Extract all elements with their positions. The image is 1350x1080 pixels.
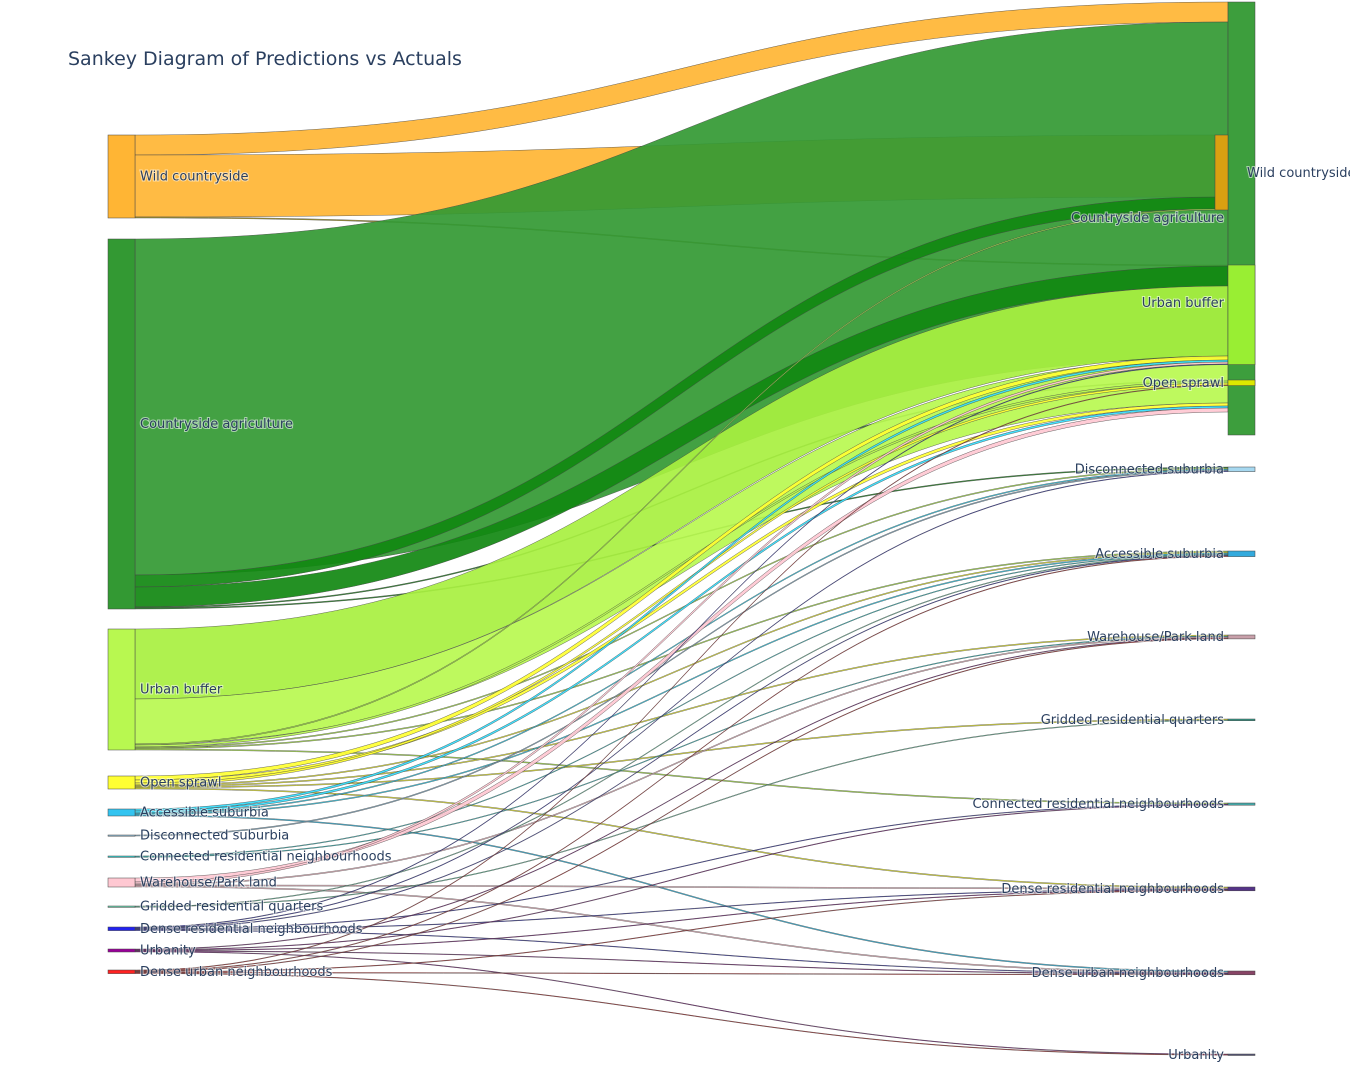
source-node-label: Urbanity <box>140 944 196 959</box>
source-node[interactable] <box>107 238 136 610</box>
source-node-label: Open sprawl <box>140 776 221 791</box>
sankey-link-53[interactable] <box>134 972 1229 1056</box>
target-node-label: Disconnected suburbia <box>1075 462 1224 477</box>
target-node-label: Open sprawl <box>1143 376 1224 391</box>
source-node-label: Disconnected suburbia <box>140 829 289 844</box>
source-node-label: Countryside agriculture <box>140 417 293 432</box>
source-node[interactable] <box>107 628 136 751</box>
target-node[interactable] <box>1227 634 1256 640</box>
source-node-label: Urban buffer <box>140 683 223 698</box>
source-node[interactable] <box>107 969 136 974</box>
source-node-label: Accessible suburbia <box>140 806 269 821</box>
target-node[interactable] <box>1227 1 1256 436</box>
target-node[interactable] <box>1227 550 1256 557</box>
source-node[interactable] <box>107 834 136 837</box>
source-node-label: Connected residential neighbourhoods <box>140 850 392 865</box>
source-node[interactable] <box>107 926 136 931</box>
target-node[interactable] <box>1227 718 1256 721</box>
target-node[interactable] <box>1227 466 1256 472</box>
target-node[interactable] <box>1227 886 1256 892</box>
target-node-label: Warehouse/Park land <box>1087 630 1224 645</box>
source-node-label: Wild countryside <box>140 170 249 185</box>
chart-title: Sankey Diagram of Predictions vs Actuals <box>68 48 462 70</box>
source-node[interactable] <box>107 855 136 858</box>
target-node-label: Connected residential neighbourhoods <box>972 797 1224 812</box>
source-node-label: Gridded residential quarters <box>140 900 324 915</box>
source-node-label: Dense residential neighbourhoods <box>140 922 363 937</box>
target-node-label: Countryside agriculture <box>1071 211 1224 226</box>
source-node[interactable] <box>107 948 136 953</box>
target-node[interactable] <box>1227 1053 1256 1056</box>
sankey-link-35[interactable] <box>134 719 1229 907</box>
target-node[interactable] <box>1227 802 1256 806</box>
source-node[interactable] <box>107 905 136 908</box>
target-node[interactable] <box>1227 379 1256 386</box>
source-node[interactable] <box>107 134 136 219</box>
target-node-label: Urban buffer <box>1142 296 1225 311</box>
target-node-label: Gridded residential quarters <box>1041 713 1225 728</box>
target-node-label: Accessible suburbia <box>1095 547 1224 562</box>
source-node[interactable] <box>107 775 136 790</box>
target-node[interactable] <box>1227 970 1256 976</box>
source-node[interactable] <box>107 808 136 817</box>
sankey-link-14[interactable] <box>134 748 1229 805</box>
source-node-label: Dense urban neighbourhoods <box>140 965 333 980</box>
target-node[interactable] <box>1227 264 1256 365</box>
target-node-label: Wild countryside <box>1247 166 1350 181</box>
source-node-label: Warehouse/Park land <box>140 876 277 891</box>
target-node-label: Dense residential neighbourhoods <box>1001 882 1224 897</box>
target-node-label: Urbanity <box>1168 1048 1224 1063</box>
source-node[interactable] <box>107 877 136 888</box>
target-node-label: Dense urban neighbourhoods <box>1032 966 1225 981</box>
target-node[interactable] <box>1214 134 1229 211</box>
